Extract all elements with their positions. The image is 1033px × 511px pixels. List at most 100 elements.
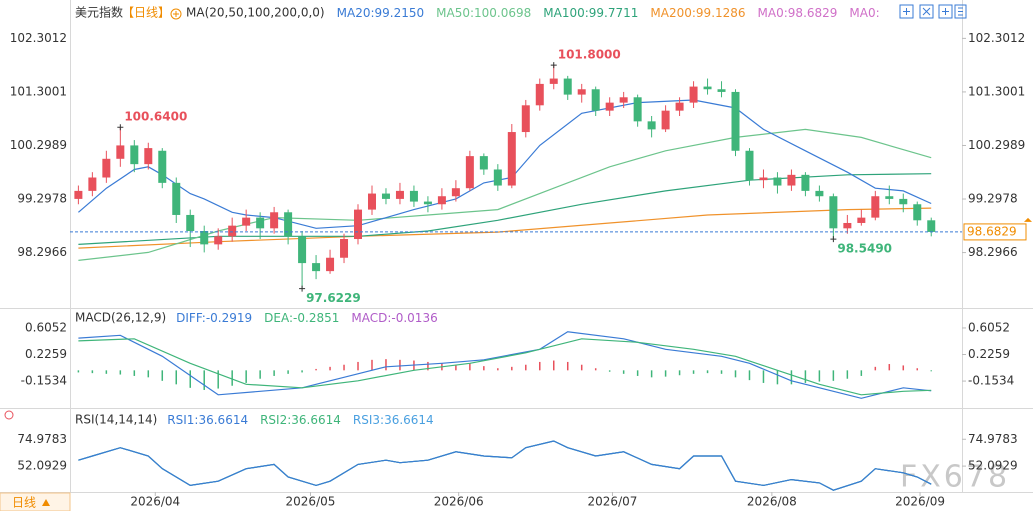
legend-name: DEA:	[264, 311, 293, 325]
candle-body	[591, 89, 600, 111]
candle-body	[214, 236, 223, 245]
legend-value: 36.6614	[198, 413, 248, 427]
legend-name: MA20:	[337, 6, 375, 20]
candle-body	[521, 105, 530, 133]
candle-body	[787, 174, 796, 186]
y-tick-label: 102.3012	[10, 31, 67, 45]
y-tick-label: 99.2978	[968, 192, 1018, 206]
x-tick-label: 2026/05	[286, 495, 336, 509]
price-label: 98.6829	[967, 224, 1017, 238]
y-tick-label: -0.1534	[21, 374, 67, 388]
macd-line	[78, 338, 932, 396]
candle-body	[116, 145, 125, 159]
tool-icon[interactable]	[919, 4, 934, 19]
x-tick-label: 2026/06	[434, 495, 484, 509]
ma-line	[78, 207, 932, 249]
y-tick-label: 101.3001	[10, 84, 67, 98]
candle-body	[549, 78, 558, 84]
extreme-label: 101.8000	[558, 48, 621, 62]
panel-title: MACD(26,12,9)	[75, 311, 166, 325]
legend-value: -0.0136	[391, 311, 437, 325]
tool-icon	[942, 8, 949, 15]
candle-body	[731, 91, 740, 151]
candle-body	[395, 190, 404, 199]
legend-value: -0.2919	[206, 311, 252, 325]
candle-body	[130, 145, 139, 165]
settings-icon[interactable]	[170, 8, 182, 20]
candle-body	[200, 231, 209, 245]
tool-icon	[958, 7, 963, 16]
candle-body	[815, 190, 824, 197]
period-tab-label: 日线	[12, 496, 36, 510]
extreme-marker	[299, 285, 306, 292]
candle-body	[633, 97, 642, 122]
candle-body	[801, 174, 810, 191]
candle-body	[661, 110, 670, 130]
candle-body	[577, 89, 586, 95]
y-tick-label: 0.2259	[25, 347, 67, 361]
legend-value: 98.6829	[788, 6, 838, 20]
candle-body	[717, 89, 726, 92]
y-tick-label: 100.2989	[10, 138, 67, 152]
candle-body	[451, 188, 460, 197]
legend-item: MA100:99.7711	[543, 6, 638, 20]
tool-icon[interactable]	[938, 4, 953, 19]
y-tick-label: 74.9783	[968, 432, 1018, 446]
candle-body	[563, 78, 572, 95]
candle-body	[605, 102, 614, 111]
header-indicator: MA(20,50,100,200,0,0)	[186, 6, 325, 20]
candle-body	[102, 158, 111, 178]
candle-body	[619, 97, 628, 103]
frame	[0, 0, 1033, 493]
candle-body	[409, 190, 418, 202]
candle-body	[507, 132, 516, 186]
tool-icon[interactable]	[899, 4, 914, 19]
y-tick-label: 101.3001	[968, 84, 1025, 98]
y-tick-label: 0.6052	[25, 320, 67, 334]
candle-body	[913, 204, 922, 221]
legend-item: DIFF:-0.2919	[176, 311, 252, 325]
candle-body	[479, 156, 488, 170]
y-tick-label: 100.2989	[968, 138, 1025, 152]
period-tab[interactable]	[0, 492, 71, 511]
y-tick-label: 52.0929	[17, 459, 67, 473]
candle-body	[367, 193, 376, 210]
legend-item: RSI1:36.6614	[167, 413, 248, 427]
price-box	[963, 223, 1027, 241]
period-tab-arrow	[42, 499, 50, 506]
legend-item: RSI2:36.6614	[260, 413, 341, 427]
candle-body	[703, 86, 712, 90]
y-tick-label: 0.2259	[968, 347, 1010, 361]
header-title: 美元指数	[75, 5, 123, 20]
x-tick-label: 2026/04	[130, 495, 180, 509]
ma-line	[78, 128, 932, 261]
candle-body	[228, 225, 237, 237]
candle-body	[423, 201, 432, 205]
candle-body	[647, 121, 656, 130]
x-tick-label: 2026/07	[588, 495, 638, 509]
legend-name: MA0:	[849, 6, 879, 20]
legend-item: MA0:98.6829	[758, 6, 838, 20]
legend-name: RSI1:	[167, 413, 198, 427]
candle-body	[186, 214, 195, 231]
candle-body	[340, 239, 349, 258]
settings-icon[interactable]	[4, 410, 14, 420]
tool-icon[interactable]	[954, 4, 967, 19]
candle-body	[437, 196, 446, 205]
legend-name: MACD:	[351, 311, 391, 325]
candle-body	[871, 196, 880, 218]
candle-body	[843, 222, 852, 229]
candle-body	[298, 236, 307, 264]
legend-item: MACD:-0.0136	[351, 311, 437, 325]
candle-body	[689, 86, 698, 103]
candle-body	[675, 102, 684, 111]
y-tick-label: -0.1534	[968, 374, 1014, 388]
candle-body	[74, 190, 83, 199]
legend-value: 99.2150	[375, 6, 425, 20]
legend-value: -0.2851	[293, 311, 339, 325]
candle-body	[172, 182, 181, 215]
candle-body	[144, 148, 153, 165]
candle-body	[242, 217, 251, 226]
candle-body	[256, 217, 265, 229]
